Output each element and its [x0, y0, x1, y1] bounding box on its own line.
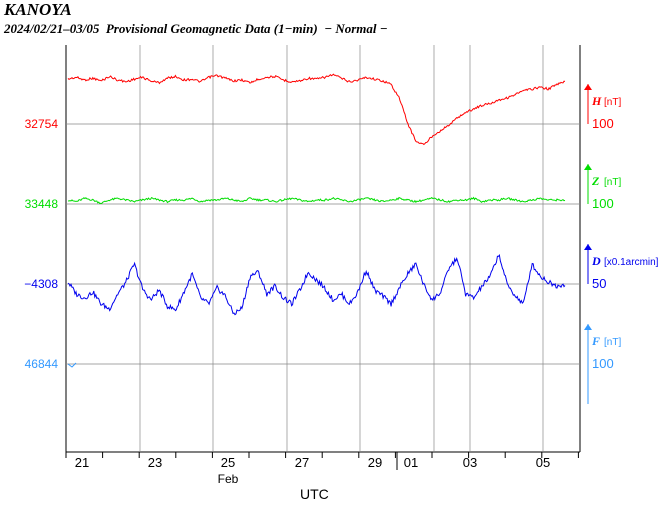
scale-label-F: 100: [592, 356, 614, 371]
x-axis-label: UTC: [300, 486, 329, 502]
series-name-Z: Z: [591, 174, 600, 188]
x-tick-label: 21: [75, 455, 89, 470]
series-line-Z: [67, 196, 566, 205]
scale-label-D: 50: [592, 276, 606, 291]
scale-arrowhead-F: [584, 324, 592, 330]
x-tick-label: 01: [404, 455, 418, 470]
series-unit-H: [nT]: [604, 97, 621, 108]
baseline-label-H: 32754: [25, 117, 59, 131]
x-tick-label: 25: [221, 455, 235, 470]
series-unit-Z: [nT]: [604, 177, 621, 188]
scale-arrowhead-D: [584, 244, 592, 250]
x-tick-label: 05: [536, 455, 550, 470]
baseline-label-Z: 33448: [25, 197, 59, 211]
baseline-label-F: 46844: [25, 357, 59, 371]
x-tick-label: 29: [368, 455, 382, 470]
x-tick-label: 27: [295, 455, 309, 470]
series-unit-D: [x0.1arcmin]: [604, 257, 659, 268]
scale-arrowhead-Z: [584, 164, 592, 170]
series-line-F: [67, 362, 77, 368]
series-name-D: D: [591, 254, 601, 268]
plot-frame: [65, 45, 581, 453]
series-line-H: [67, 73, 566, 146]
series-layer: [67, 73, 566, 368]
series-name-H: H: [591, 94, 602, 108]
scale-label-H: 100: [592, 116, 614, 131]
station-title: KANOYA: [4, 0, 72, 19]
baseline-labels: 32754 33448 −4308 46844: [24, 117, 58, 371]
scale-label-Z: 100: [592, 196, 614, 211]
baseline-label-D: −4308: [24, 277, 58, 291]
x-tick-label: 23: [148, 455, 162, 470]
x-tick-label: 03: [463, 455, 477, 470]
series-line-D: [67, 254, 566, 316]
x-ticks: 21 23 25 27 29 01 03 05 Feb: [65, 452, 579, 486]
chart-subtitle: 2024/02/21–03/05 Provisional Geomagnetic…: [4, 21, 388, 36]
series-name-F: F: [591, 334, 600, 348]
grid-lines: [66, 45, 580, 452]
month-label: Feb: [218, 472, 239, 486]
series-unit-F: [nT]: [604, 337, 621, 348]
scale-arrowhead-H: [584, 84, 592, 90]
